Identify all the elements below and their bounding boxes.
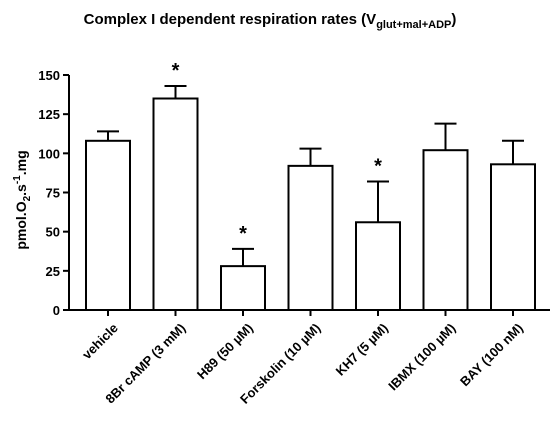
x-tick-label: vehicle bbox=[79, 320, 121, 362]
y-axis-label-part3: .mg bbox=[13, 150, 29, 175]
y-tick-label: 25 bbox=[46, 264, 60, 279]
x-tick-label: BAY (100 nM) bbox=[457, 320, 526, 389]
bar bbox=[220, 265, 266, 311]
y-tick-label: 125 bbox=[38, 107, 60, 122]
y-axis-label-part1: pmol.O bbox=[13, 201, 29, 249]
chart-title-close: ) bbox=[451, 11, 456, 28]
bar bbox=[490, 163, 536, 311]
chart-title-subscript: glut+mal+ADP bbox=[376, 19, 451, 31]
bar bbox=[422, 149, 469, 311]
bar bbox=[85, 139, 131, 311]
x-tick-label: KH7 (5 µM) bbox=[333, 320, 391, 378]
chart-title: Complex I dependent respiration rates (V… bbox=[84, 11, 457, 31]
chart-title-main: Complex I dependent respiration rates (V bbox=[84, 11, 377, 28]
significance-marker: * bbox=[374, 156, 382, 178]
y-tick-label: 100 bbox=[38, 146, 60, 161]
bar bbox=[287, 164, 334, 311]
x-tick-label: IBMX (100 µM) bbox=[385, 320, 458, 393]
y-axis-label: pmol.O2.s-1.mg bbox=[12, 150, 33, 249]
y-tick-label: 150 bbox=[38, 68, 60, 83]
bar bbox=[355, 221, 401, 311]
x-tick-label: H89 (50 µM) bbox=[194, 320, 256, 382]
y-tick-label: 0 bbox=[53, 303, 60, 318]
y-axis-label-sup: -1 bbox=[12, 175, 23, 184]
y-axis: 0 25 50 75 100 125 150 bbox=[38, 68, 70, 318]
bars: * * * bbox=[85, 60, 536, 311]
bar bbox=[152, 97, 199, 311]
y-tick-label: 50 bbox=[46, 225, 60, 240]
y-axis-label-part2: .s bbox=[13, 184, 29, 196]
significance-marker: * bbox=[172, 60, 180, 82]
y-tick-label: 75 bbox=[46, 186, 60, 201]
significance-marker: * bbox=[239, 223, 247, 245]
y-axis-label-sub: 2 bbox=[22, 195, 33, 201]
